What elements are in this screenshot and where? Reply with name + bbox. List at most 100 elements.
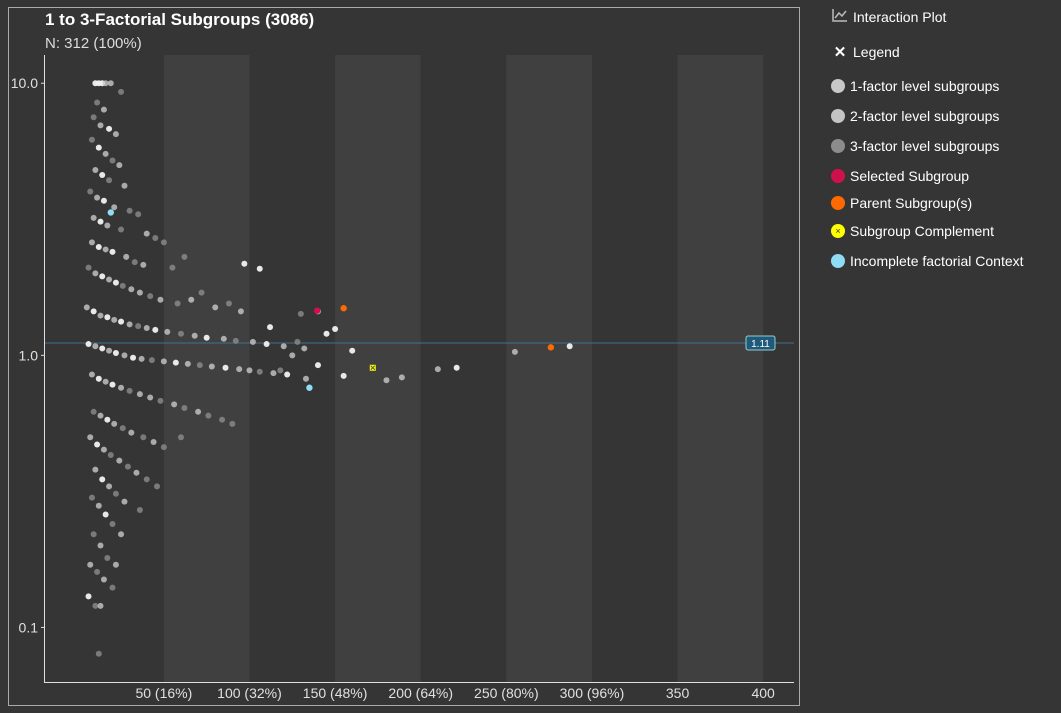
data-point-level-3	[118, 226, 125, 233]
data-point-level-2	[249, 338, 256, 345]
selected-point	[313, 307, 321, 314]
data-point-level-2	[116, 457, 123, 464]
data-point-level-2	[112, 561, 119, 568]
data-point-level-1	[104, 314, 111, 321]
y-tick-label: 0.1	[19, 619, 39, 635]
data-point-level-1	[95, 375, 102, 382]
data-point-level-2	[104, 222, 111, 229]
data-point-level-3	[109, 520, 116, 527]
legend-item[interactable]: 3-factor level subgroups	[831, 138, 999, 154]
data-point-level-2	[118, 384, 125, 391]
data-point-level-2	[301, 345, 308, 352]
x-tick-label: 50 (16%)	[135, 685, 192, 701]
data-point-level-1	[453, 364, 460, 371]
reference-line-label: 1.11	[751, 339, 770, 350]
data-point-level-1	[340, 372, 347, 379]
x-tick-label: 400	[751, 685, 775, 701]
data-point-level-2	[191, 332, 198, 339]
data-point-level-2	[92, 343, 99, 350]
data-point-level-2	[302, 375, 309, 382]
data-point-level-2	[100, 106, 107, 113]
data-point-level-2	[97, 542, 104, 549]
data-point-level-3	[94, 568, 101, 575]
data-point-level-1	[284, 371, 291, 378]
legend-item[interactable]: × Subgroup Complement	[831, 223, 994, 239]
data-point-level-2	[87, 561, 94, 568]
data-point-level-3	[181, 253, 188, 260]
data-point-level-3	[140, 434, 147, 441]
data-point-level-2	[97, 122, 104, 129]
side-panel: Interaction Plot ✕ Legend 1-factor level…	[811, 0, 1061, 713]
data-point-level-3	[229, 420, 236, 427]
data-point-level-1	[109, 248, 116, 255]
legend-toggle[interactable]: ✕ Legend	[831, 43, 900, 61]
legend-marker-icon	[831, 109, 845, 123]
data-point-level-2	[128, 286, 135, 293]
data-point-level-1	[99, 172, 106, 179]
data-point-level-2	[208, 363, 215, 370]
data-point-level-1	[222, 364, 229, 371]
shaded-band	[163, 55, 250, 682]
data-point-level-2	[434, 366, 441, 373]
data-point-level-2	[88, 371, 95, 378]
legend-item[interactable]: 1-factor level subgroups	[831, 78, 999, 94]
data-point-level-2	[383, 377, 390, 384]
data-point-level-3	[106, 177, 113, 184]
data-point-level-3	[160, 239, 167, 246]
data-point-level-1	[241, 260, 248, 267]
data-point-level-3	[88, 136, 95, 143]
data-point-level-2	[100, 446, 107, 453]
data-point-level-3	[232, 337, 239, 344]
data-point-level-3	[174, 300, 181, 307]
shaded-band	[335, 55, 421, 682]
data-point-level-1	[99, 273, 106, 280]
data-point-level-1	[152, 326, 159, 333]
legend-marker-icon	[831, 169, 845, 183]
data-point-level-3	[109, 584, 116, 591]
data-point-level-2	[111, 316, 118, 323]
legend-item[interactable]: Selected Subgroup	[831, 168, 969, 184]
data-point-level-1	[118, 318, 125, 325]
data-point-level-2	[147, 394, 154, 401]
data-point-level-3	[104, 554, 111, 561]
legend-marker-icon	[831, 254, 845, 268]
data-point-level-2	[157, 296, 164, 303]
data-point-level-3	[118, 88, 125, 95]
data-point-level-1	[106, 125, 113, 132]
data-point-level-2	[150, 439, 157, 446]
data-point-level-2	[289, 352, 296, 359]
legend-item[interactable]: Parent Subgroup(s)	[831, 195, 972, 211]
legend-marker-icon	[831, 139, 845, 153]
data-point-level-1	[112, 349, 119, 356]
data-point-level-1	[349, 347, 356, 354]
line-chart-icon	[831, 8, 849, 26]
legend-toggle-label: Legend	[853, 44, 900, 60]
data-point-level-2	[133, 469, 140, 476]
data-point-level-3	[177, 330, 184, 337]
data-point-level-2	[236, 366, 243, 373]
legend-item[interactable]: 2-factor level subgroups	[831, 108, 999, 124]
legend-label: 2-factor level subgroups	[850, 108, 1000, 124]
data-point-level-3	[196, 362, 203, 369]
data-point-level-3	[88, 494, 95, 501]
interaction-plot-button[interactable]: Interaction Plot	[831, 8, 946, 26]
shaded-band	[677, 55, 764, 682]
parent-point	[547, 344, 555, 351]
data-point-level-2	[270, 370, 277, 377]
legend-item[interactable]: Incomplete factorial Context	[831, 253, 1024, 269]
x-tick-label: 350	[666, 685, 690, 701]
data-point-level-2	[97, 312, 104, 319]
parent-point	[340, 305, 347, 312]
legend-label: 3-factor level subgroups	[850, 138, 1000, 154]
data-point-level-2	[118, 531, 125, 538]
data-point-level-2	[92, 466, 99, 473]
chart-subtitle: N: 312 (100%)	[45, 35, 142, 52]
incomplete-point	[306, 384, 313, 391]
data-point-level-3	[143, 476, 150, 483]
data-point-level-2	[102, 150, 109, 157]
data-point-level-2	[92, 166, 99, 173]
data-point-level-1	[332, 325, 339, 332]
data-point-level-1	[314, 362, 321, 369]
data-point-level-3	[177, 434, 184, 441]
data-point-level-2	[220, 335, 227, 342]
